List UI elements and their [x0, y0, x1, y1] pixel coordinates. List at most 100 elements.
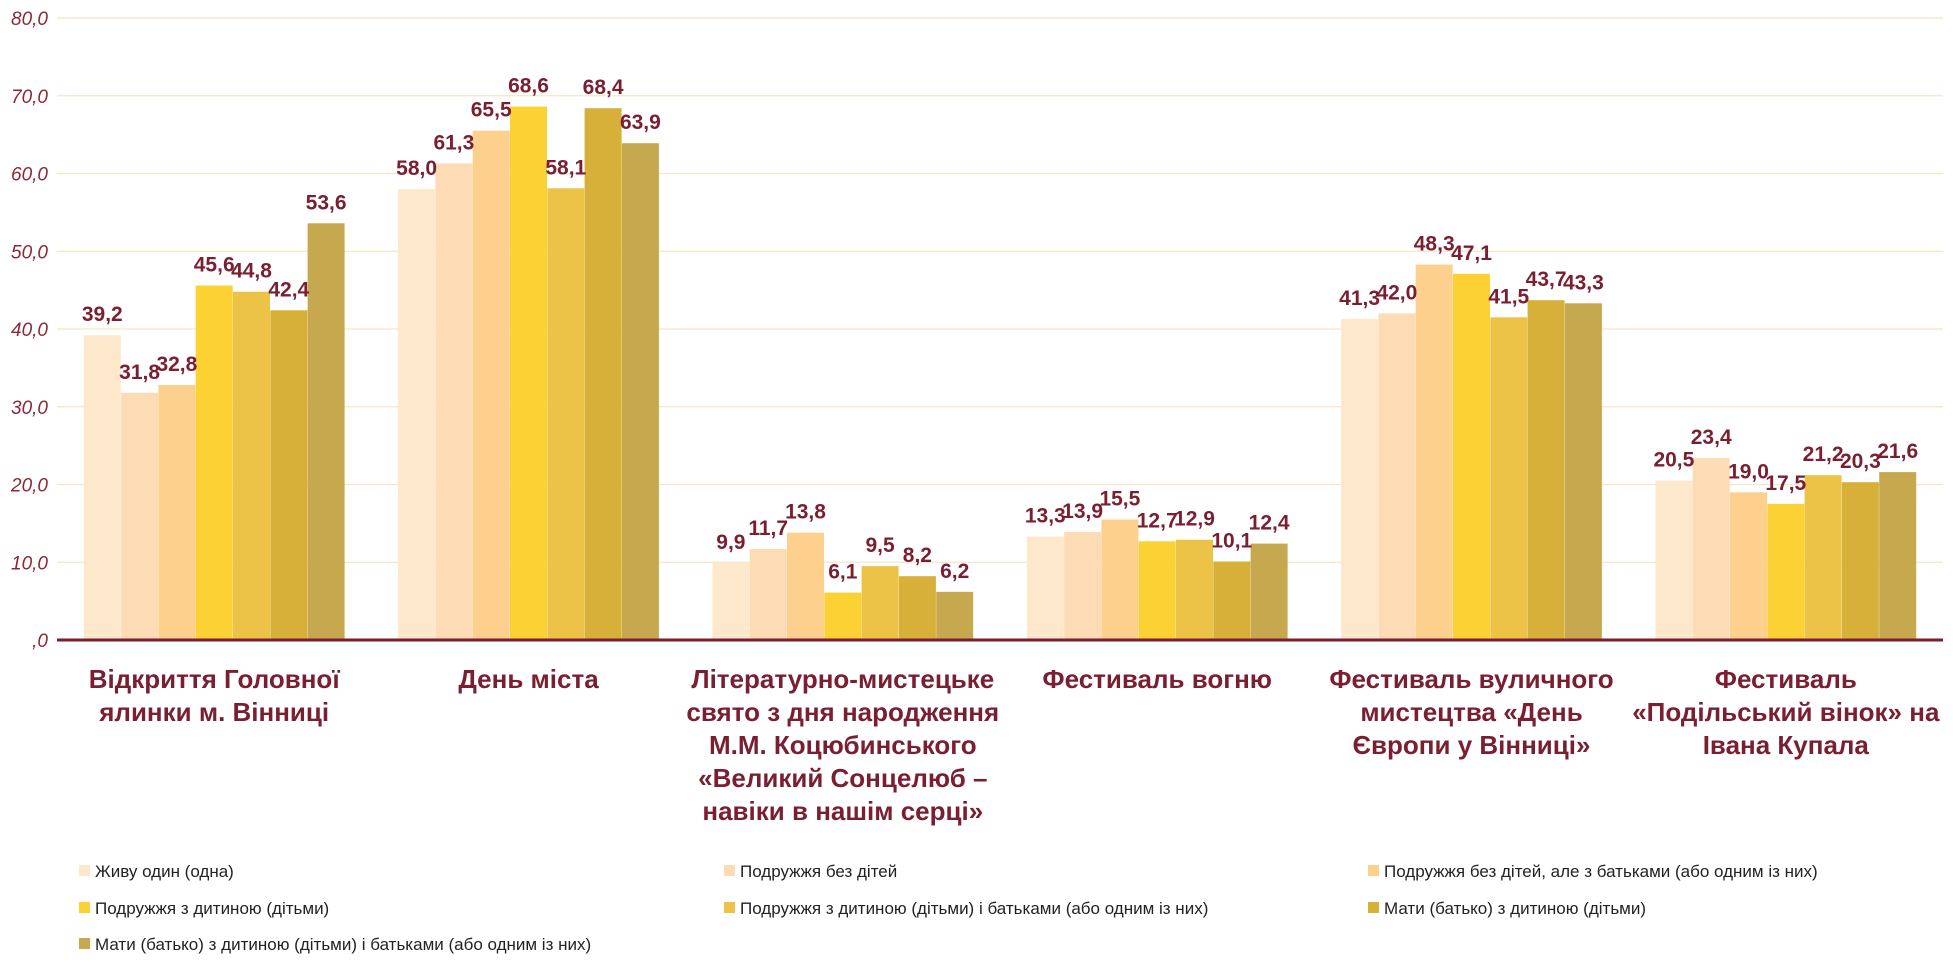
data-label: 41,5	[1488, 285, 1529, 308]
bar	[195, 285, 233, 640]
data-label: 8,2	[903, 544, 932, 567]
legend-label: Подружжя з дитиною (дітьми) і батьками (…	[740, 899, 1208, 918]
legend-swatch	[724, 865, 735, 876]
legend-item: Подружжя без дітей, але з батьками (або …	[1368, 862, 1818, 881]
y-tick-label: 70,0	[11, 87, 48, 108]
data-label: 58,0	[396, 157, 437, 180]
y-tick-label: 50,0	[11, 242, 48, 263]
bar	[1804, 475, 1842, 640]
data-label: 15,5	[1099, 488, 1140, 511]
bar	[1138, 541, 1176, 640]
data-label: 6,1	[828, 561, 858, 584]
category-label: Відкриття Головної ялинки м. Вінниці	[89, 664, 341, 727]
category-label-line: навіки в нашім серці»	[702, 796, 983, 826]
bar	[1378, 313, 1416, 640]
bars	[83, 106, 1917, 641]
legend-item: Подружжя без дітей	[724, 862, 897, 881]
data-label: 47,1	[1451, 242, 1492, 265]
category-label-line: Європи у Вінниці»	[1353, 730, 1591, 760]
bar	[584, 108, 622, 640]
bar	[1730, 492, 1767, 640]
data-label: 11,7	[748, 517, 788, 540]
bar	[158, 385, 196, 640]
bar	[936, 591, 974, 640]
data-label: 19,0	[1728, 460, 1769, 483]
category-label-line: М.М. Коцюбинського	[709, 730, 977, 760]
bar	[1564, 303, 1602, 640]
bar	[1692, 458, 1730, 640]
bar	[1064, 531, 1102, 640]
bar	[1490, 317, 1528, 640]
category-label: День міста	[458, 664, 599, 694]
data-label: 65,5	[471, 99, 512, 122]
data-label: 12,4	[1249, 512, 1290, 535]
grid	[57, 17, 1943, 563]
data-label: 42,4	[268, 278, 309, 301]
bar	[1767, 503, 1805, 640]
data-label: 20,3	[1840, 450, 1881, 473]
category-label-line: Фестиваль вогню	[1042, 664, 1272, 694]
bar	[1415, 264, 1453, 640]
bar	[1655, 480, 1693, 640]
bar	[1341, 318, 1379, 640]
category-labels: Відкриття Головної ялинки м. Вінниці День …	[89, 664, 1940, 826]
legend-swatch	[79, 865, 90, 876]
legend: Живу один (одна) Подружжя без дітей Подруж…	[79, 862, 1818, 954]
bar	[861, 566, 899, 640]
legend-swatch	[1368, 865, 1379, 876]
data-label: 58,1	[545, 156, 586, 179]
legend-label: Живу один (одна)	[95, 862, 234, 881]
data-label: 13,9	[1062, 500, 1103, 523]
data-label: 12,7	[1137, 509, 1178, 532]
bar	[307, 223, 345, 641]
y-axis: ,0 10,0 20,0 30,0 40,0 50,0 60,0 70,0 80,0	[10, 9, 48, 652]
data-label: 44,8	[231, 260, 272, 283]
data-label: 63,9	[620, 111, 661, 134]
bar	[1250, 543, 1288, 640]
y-tick-label: 40,0	[11, 320, 48, 341]
legend-item: Мати (батько) з дитиною (дітьми)	[1368, 899, 1646, 918]
data-label: 45,6	[194, 254, 235, 277]
y-tick-label: ,0	[32, 631, 48, 652]
bar	[1176, 539, 1213, 640]
legend-label: Подружжя з дитиною (дітьми)	[95, 899, 329, 918]
legend-label: Подружжя без дітей	[740, 862, 897, 881]
data-labels: 39,2 31,832,8 45,644,842,4 53,6 58,0 61,3 65,5…	[82, 75, 1918, 584]
bar	[898, 576, 936, 640]
data-label: 9,5	[865, 534, 895, 557]
y-tick-label: 20,0	[10, 476, 48, 497]
bar	[712, 563, 750, 640]
legend-item: Живу один (одна)	[79, 862, 234, 881]
data-label: 31,8	[119, 361, 160, 384]
bar	[621, 143, 659, 640]
category-label-line: ялинки м. Вінниці	[98, 697, 329, 727]
category-label-line: Літературно-мистецьке	[691, 664, 994, 694]
data-label: 48,3	[1414, 233, 1455, 256]
legend-item: Подружжя з дитиною (дітьми) і батьками (…	[724, 899, 1208, 918]
bar	[1879, 472, 1917, 640]
y-tick-label: 80,0	[11, 9, 48, 30]
category-label-line: Відкриття Головної	[89, 664, 341, 694]
bar	[435, 163, 473, 640]
data-label: 17,5	[1765, 472, 1806, 495]
bar	[233, 291, 270, 640]
data-label: 61,3	[433, 131, 474, 154]
data-label: 13,8	[785, 501, 826, 524]
category-label-line: мистецтва «День	[1360, 697, 1582, 727]
data-label: 13,3	[1025, 505, 1066, 528]
legend-swatch	[724, 902, 735, 913]
data-label: 20,5	[1653, 449, 1694, 472]
bar	[547, 188, 585, 641]
data-label: 21,6	[1877, 440, 1918, 463]
bar	[787, 532, 824, 640]
bar	[1841, 482, 1879, 640]
bar	[121, 392, 159, 640]
legend-swatch	[79, 938, 90, 949]
category-label-line: День міста	[458, 664, 599, 694]
data-label: 6,2	[940, 560, 969, 583]
data-label: 12,9	[1174, 508, 1215, 531]
bar	[1213, 561, 1251, 640]
data-label: 9,9	[716, 531, 745, 554]
data-label: 68,4	[583, 76, 624, 99]
data-label: 39,2	[82, 303, 123, 326]
